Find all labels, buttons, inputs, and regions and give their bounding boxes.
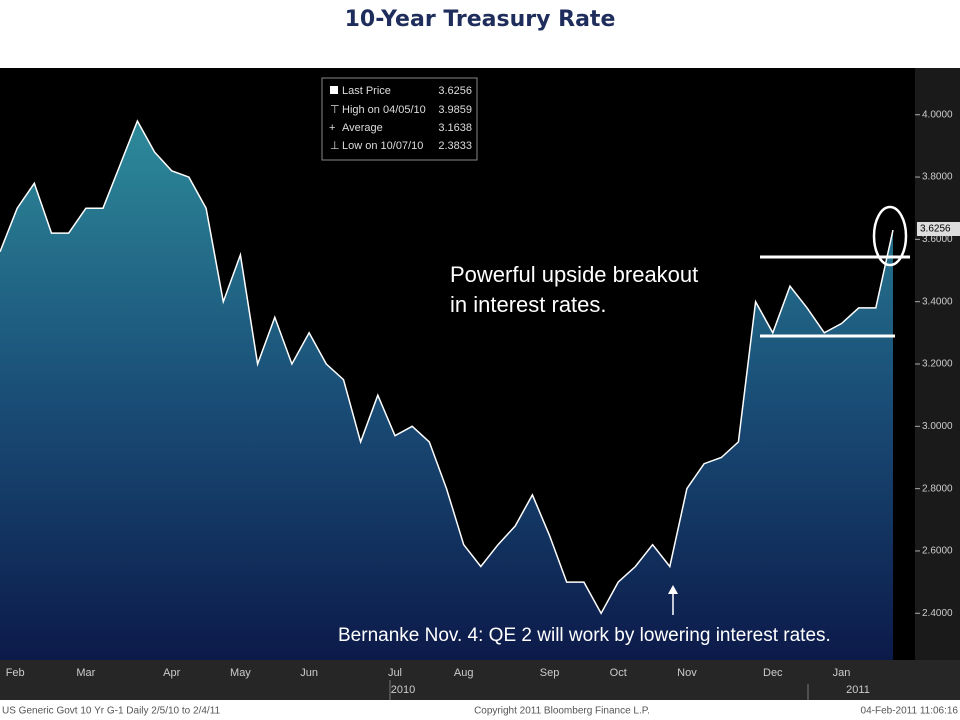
y-tick-label: 2.8000 xyxy=(922,483,953,494)
footer-text: Copyright 2011 Bloomberg Finance L.P. xyxy=(474,706,650,717)
line xyxy=(0,119,894,615)
legend-value: 3.1638 xyxy=(438,122,472,134)
year-label: 2010 xyxy=(391,684,415,696)
x-tick-label: Apr xyxy=(163,667,180,679)
breakout-circle xyxy=(872,205,908,267)
legend-value: 2.3833 xyxy=(438,140,472,152)
legend-value: 3.9859 xyxy=(438,104,472,116)
x-tick-label: Jun xyxy=(300,667,318,679)
legend-value: 3.6256 xyxy=(438,85,472,97)
plot: 2.4000 2.6000 2.8000 3.0000 3.2000 3.4000 3.60… xyxy=(0,109,953,679)
x-tick-label: May xyxy=(230,667,251,679)
x-tick-label: Jul xyxy=(388,667,402,679)
y-tick-label: 2.6000 xyxy=(922,546,953,557)
footer-text: US Generic Govt 10 Yr G-1 Daily 2/5/10 t… xyxy=(2,706,221,717)
y-tick-label: 4.0000 xyxy=(922,109,953,120)
x-tick-label: Dec xyxy=(763,667,783,679)
legend-label: Low on 10/07/10 xyxy=(342,140,423,152)
y-tick-label: 3.2000 xyxy=(922,359,953,370)
year-label: 2011 xyxy=(846,684,870,696)
y-tick-label: 3.6000 xyxy=(922,234,953,245)
x-tick-label: Feb xyxy=(6,667,25,679)
x-tick-label: Jan xyxy=(833,667,851,679)
footer-text: 04-Feb-2011 11:06:16 xyxy=(861,706,959,717)
chart-title: 10-Year Treasury Rate xyxy=(345,7,616,32)
x-tick-label: Oct xyxy=(610,667,627,679)
y-tick-label: 2.4000 xyxy=(922,608,953,619)
x-tick-label: Sep xyxy=(540,667,560,679)
annotation: Bernanke Nov. 4: QE 2 will work by lower… xyxy=(338,625,831,646)
annotation: Powerful upside breakout xyxy=(450,262,698,287)
y-tick-label: 3.0000 xyxy=(922,421,953,432)
last-price-tag xyxy=(917,222,960,236)
x-tick-label: Mar xyxy=(76,667,95,679)
last-price-label: 3.6256 xyxy=(920,224,951,235)
x-axis-strip xyxy=(0,660,960,700)
arrow-head xyxy=(668,585,678,594)
legend-icon: ⊤ xyxy=(330,104,340,116)
x-tick-label: Nov xyxy=(677,667,697,679)
area xyxy=(0,121,893,660)
legend-icon: + xyxy=(329,122,335,134)
legend-icon: ⊥ xyxy=(330,140,340,152)
x-tick-label: Aug xyxy=(454,667,474,679)
legend-label: Last Price xyxy=(342,85,391,97)
legend-swatch xyxy=(330,86,338,94)
y-tick-label: 3.4000 xyxy=(922,296,953,307)
y-tick-label: 3.8000 xyxy=(922,172,953,183)
legend-label: High on 04/05/10 xyxy=(342,104,426,116)
legend: Last Price 3.6256 ⊤ High on 04/05/10 3.9… xyxy=(321,77,478,161)
legend-box xyxy=(321,77,478,161)
annotation: in interest rates. xyxy=(450,292,607,317)
y-axis-strip xyxy=(915,68,960,660)
legend-label: Average xyxy=(342,122,383,134)
